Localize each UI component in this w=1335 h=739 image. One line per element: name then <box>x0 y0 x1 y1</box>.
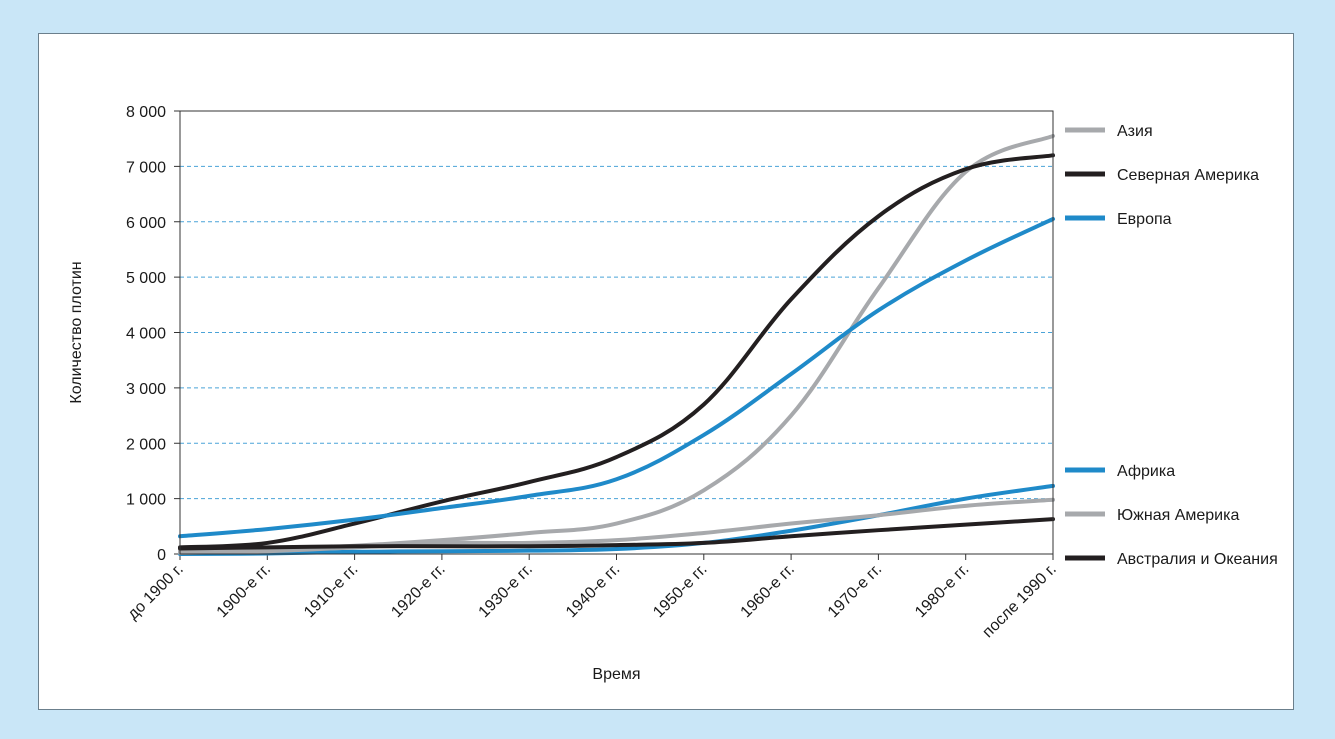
line-chart: 0 1 000 2 000 3 000 4 000 5 000 6 000 7 000 8 00… <box>68 104 1278 683</box>
chart-frame: 0 1 000 2 000 3 000 4 000 5 000 6 000 7 000 8 00… <box>38 33 1294 710</box>
x-tick-label: 1950-е гг. <box>650 561 710 621</box>
legend-label: Азия <box>1117 123 1153 140</box>
series-line-4 <box>178 497 1055 555</box>
x-tick-label: 1960-е гг. <box>738 561 798 621</box>
y-tick-label: 1 000 <box>126 492 166 509</box>
series-lines <box>178 133 1055 556</box>
x-tick-label: до 1900 г. <box>125 561 187 623</box>
legend-label: Южная Америка <box>1117 507 1239 524</box>
y-tick-label: 0 <box>157 547 166 564</box>
x-tick-label: 1940-е гг. <box>563 561 623 621</box>
legend-label: Африка <box>1117 463 1175 480</box>
legend-label: Северная Америка <box>1117 167 1259 184</box>
y-tick-label: 6 000 <box>126 215 166 232</box>
y-tick-label: 5 000 <box>126 270 166 287</box>
x-tick-label: 1930-е гг. <box>476 561 536 621</box>
series-line-0 <box>178 133 1055 554</box>
y-tick-label: 3 000 <box>126 381 166 398</box>
y-tick-label: 2 000 <box>126 436 166 453</box>
x-tick-label: 1980-е гг. <box>912 561 972 621</box>
legend-label: Европа <box>1117 211 1172 228</box>
plot-area-border <box>179 110 1054 555</box>
legend: Азия Северная Америка Европа Африка Южная Ам… <box>1065 123 1278 568</box>
y-tick-label: 8 000 <box>126 104 166 121</box>
series-line-2 <box>178 216 1055 539</box>
x-axis-ticks: до 1900 г. 1900-е гг. 1910-е гг. 1920-е гг.… <box>125 554 1060 641</box>
series-line-1 <box>178 153 1055 550</box>
legend-label: Австралия и Океания <box>1117 551 1278 568</box>
y-axis-ticks: 0 1 000 2 000 3 000 4 000 5 000 6 000 7 000 8 00… <box>126 104 180 564</box>
x-tick-label: 1910-е гг. <box>301 561 361 621</box>
x-tick-label: 1900-е гг. <box>214 561 274 621</box>
series-line-5 <box>178 517 1055 551</box>
gridlines <box>180 165 1053 500</box>
x-tick-label: 1920-е гг. <box>388 561 448 621</box>
y-axis-title: Количество плотин <box>68 261 85 403</box>
y-tick-label: 4 000 <box>126 326 166 343</box>
y-tick-label: 7 000 <box>126 159 166 176</box>
x-tick-label: после 1990 г. <box>979 561 1059 641</box>
x-tick-label: 1970-е гг. <box>825 561 885 621</box>
x-axis-title: Время <box>592 666 640 683</box>
series-line-3 <box>178 483 1055 556</box>
